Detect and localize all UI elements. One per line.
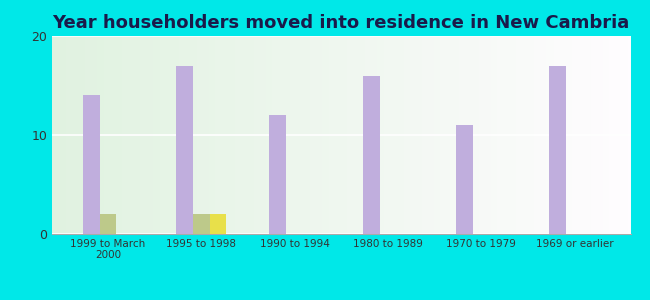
Bar (176, 66, 193, 234)
Bar (193, 214, 210, 234)
Bar (363, 76, 380, 234)
Bar (83, 95, 99, 234)
Bar (99, 214, 116, 234)
Bar (456, 125, 473, 234)
Bar (210, 214, 226, 234)
Title: Year householders moved into residence in New Cambria: Year householders moved into residence i… (53, 14, 630, 32)
Bar (269, 115, 286, 234)
Bar (549, 66, 566, 234)
